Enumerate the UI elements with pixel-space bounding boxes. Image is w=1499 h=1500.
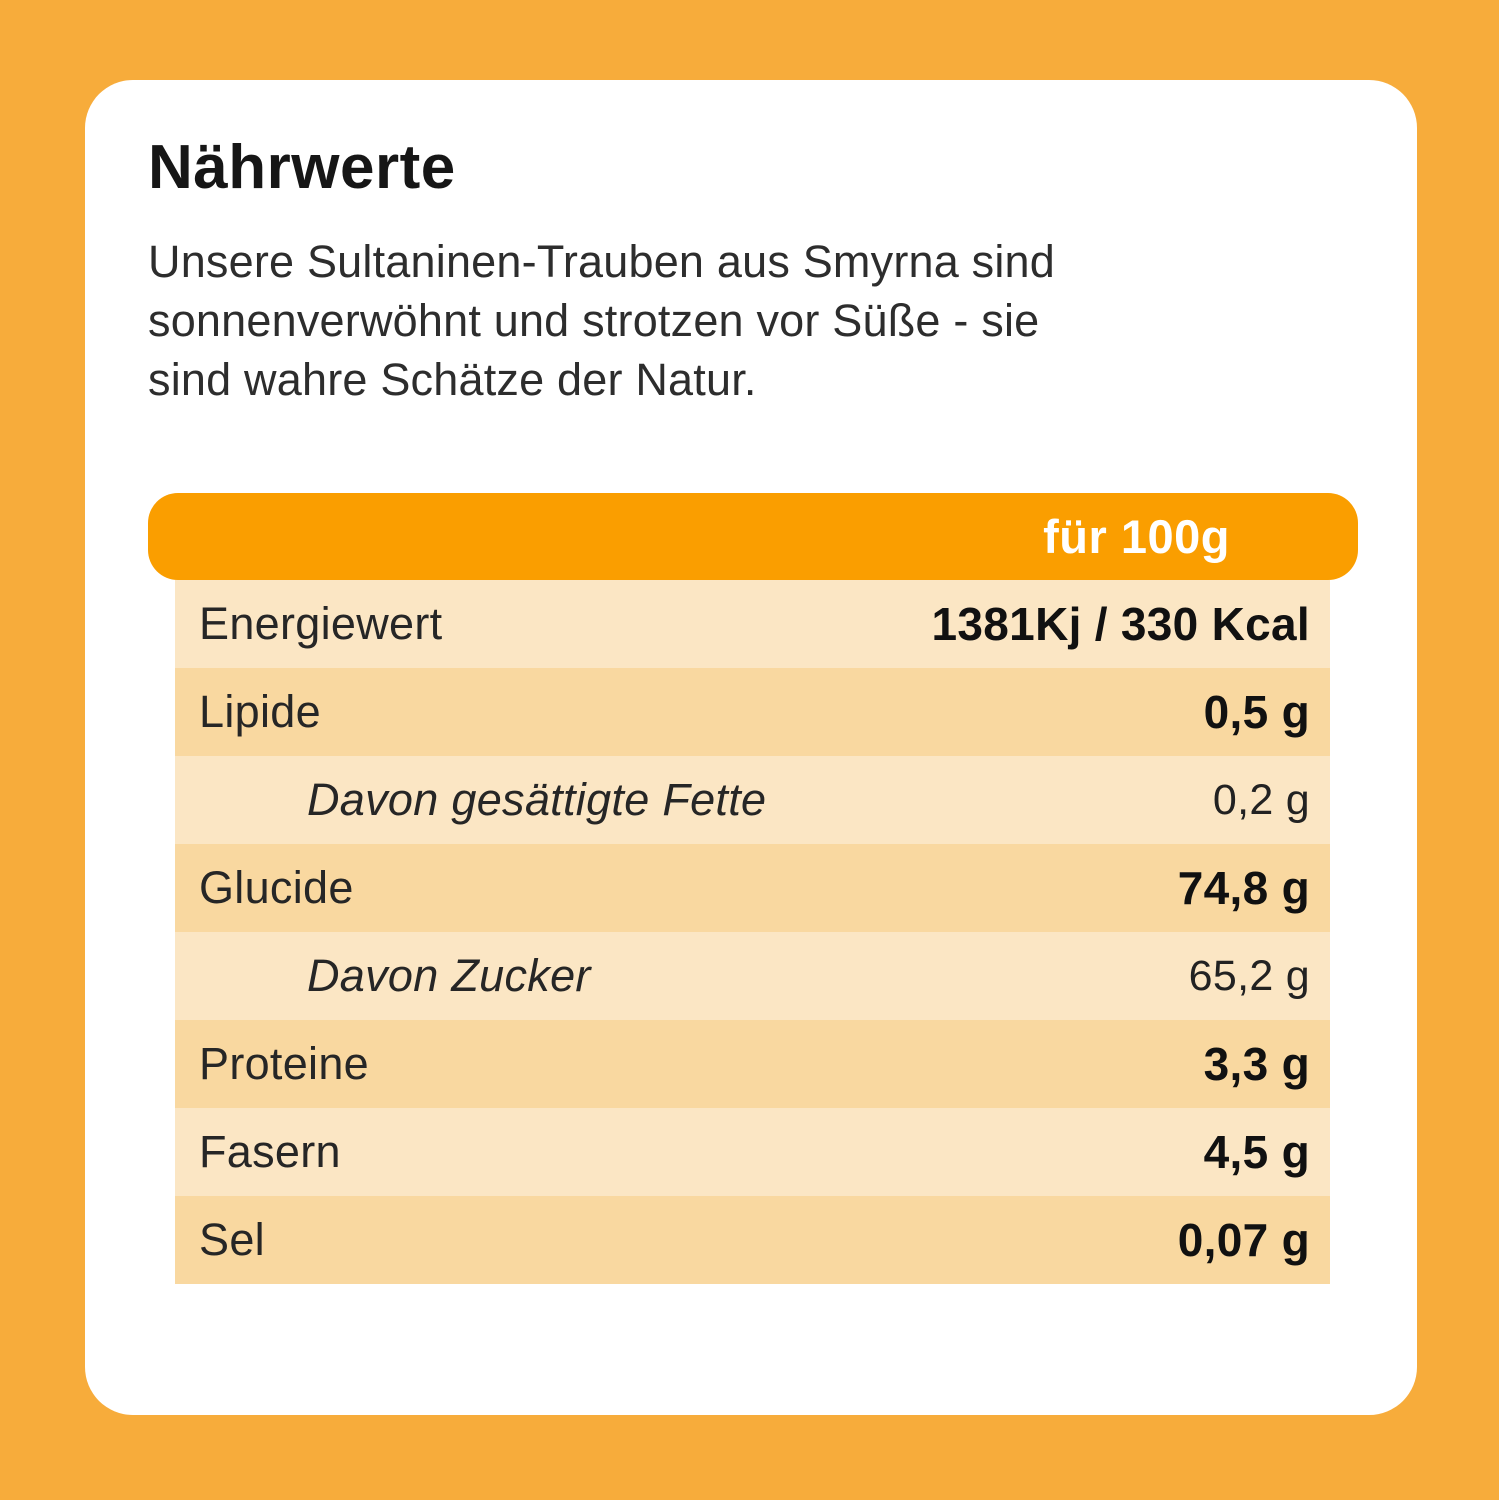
nutrition-card: Nährwerte Unsere Sultaninen-Trauben aus … bbox=[85, 80, 1417, 1415]
nutrient-label: Davon gesättigte Fette bbox=[307, 774, 767, 825]
nutrient-label: Glucide bbox=[199, 862, 354, 913]
nutrient-value: 74,8 g bbox=[1177, 862, 1310, 914]
nutrition-table-rows: Energiewert 1381Kj / 330 Kcal Lipide 0,5 g D… bbox=[175, 580, 1330, 1284]
nutrient-value: 1381Kj / 330 Kcal bbox=[931, 598, 1310, 650]
nutrient-value: 65,2 g bbox=[1188, 951, 1310, 1000]
table-row: Lipide 0,5 g bbox=[175, 668, 1330, 756]
description-line: sind wahre Schätze der Natur. bbox=[148, 354, 757, 405]
description-line: Unsere Sultaninen-Trauben aus Smyrna sin… bbox=[148, 236, 1056, 287]
nutrient-value: 0,07 g bbox=[1177, 1214, 1310, 1266]
product-description: Unsere Sultaninen-Trauben aus Smyrna sin… bbox=[148, 232, 1055, 409]
page-title: Nährwerte bbox=[148, 133, 456, 202]
nutrient-label: Sel bbox=[199, 1214, 265, 1265]
table-row: Davon gesättigte Fette 0,2 g bbox=[175, 756, 1330, 844]
nutrient-label: Proteine bbox=[199, 1038, 370, 1089]
table-row: Davon Zucker 65,2 g bbox=[175, 932, 1330, 1020]
nutrient-value: 3,3 g bbox=[1203, 1038, 1310, 1090]
serving-size-label: für 100g bbox=[1043, 510, 1230, 563]
table-row: Fasern 4,5 g bbox=[175, 1108, 1330, 1196]
nutrient-label: Fasern bbox=[199, 1126, 341, 1177]
table-row: Glucide 74,8 g bbox=[175, 844, 1330, 932]
nutrient-value: 4,5 g bbox=[1203, 1126, 1310, 1178]
nutrient-label: Davon Zucker bbox=[307, 950, 591, 1001]
nutrient-value: 0,5 g bbox=[1203, 686, 1310, 738]
table-row: Energiewert 1381Kj / 330 Kcal bbox=[175, 580, 1330, 668]
nutrient-label: Energiewert bbox=[199, 598, 443, 649]
table-row: Proteine 3,3 g bbox=[175, 1020, 1330, 1108]
nutrition-table-header: für 100g bbox=[148, 493, 1358, 580]
nutrient-value: 0,2 g bbox=[1212, 775, 1310, 824]
nutrient-label: Lipide bbox=[199, 686, 321, 737]
table-row: Sel 0,07 g bbox=[175, 1196, 1330, 1284]
description-line: sonnenverwöhnt und strotzen vor Süße - s… bbox=[148, 295, 1040, 346]
